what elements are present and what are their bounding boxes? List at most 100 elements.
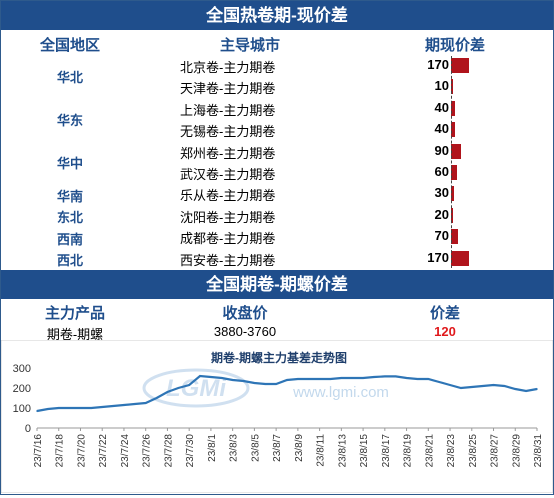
data-point [514, 388, 517, 390]
data-point [155, 397, 158, 399]
spread-number: 170 [427, 249, 449, 265]
data-point [536, 388, 538, 390]
spread-bar [451, 79, 453, 95]
data-point [90, 407, 93, 409]
x-tick-label: 23/7/28 [163, 434, 174, 468]
data-point [57, 407, 60, 409]
spread-number: 90 [434, 142, 449, 158]
data-point [68, 407, 71, 409]
spread-bar [451, 165, 458, 180]
x-tick-label: 23/8/15 [359, 434, 370, 468]
x-tick-label: 23/7/24 [120, 434, 131, 468]
spread-number: 40 [434, 121, 449, 137]
city-name: 西安卷-主力期卷 [180, 252, 276, 268]
x-tick-label: 23/8/1 [207, 434, 218, 462]
city-name: 天津卷-主力期卷 [180, 81, 276, 97]
spread-value: 120 [434, 324, 456, 339]
spread-bar [451, 207, 454, 223]
data-point [503, 385, 506, 387]
chart-border [0, 339, 554, 494]
spread-bar [451, 100, 456, 116]
data-point [307, 378, 310, 380]
data-point [340, 377, 343, 379]
spread-number: 10 [434, 78, 449, 94]
spread-bar [451, 122, 456, 138]
data-point [188, 384, 190, 386]
data-point [47, 408, 49, 410]
spread-bar [451, 186, 455, 202]
spread-bar [451, 250, 469, 266]
data-point [405, 377, 408, 379]
data-point [438, 381, 441, 383]
data-point [79, 407, 82, 409]
data-point [101, 406, 103, 408]
city-name: 乐从卷-主力期卷 [180, 188, 276, 204]
spread-number: 30 [434, 185, 449, 201]
header-spread2: 价差 [429, 305, 460, 322]
city-name: 无锡卷-主力期卷 [180, 124, 276, 140]
x-tick-label: 23/8/3 [229, 434, 240, 462]
data-point [177, 387, 180, 389]
data-point [362, 377, 364, 379]
spread-number: 40 [434, 99, 449, 115]
spread-number: 70 [434, 228, 449, 244]
header-spread: 期现价差 [424, 37, 485, 54]
region-label: 西南 [56, 232, 83, 247]
watermark-url: www.lgmi.com [292, 384, 389, 401]
x-tick-label: 23/8/31 [533, 434, 544, 468]
x-tick-label: 23/7/22 [98, 434, 109, 468]
header-product: 主力产品 [44, 305, 105, 322]
data-point [275, 383, 277, 385]
data-point [112, 405, 114, 407]
x-tick-label: 23/8/21 [424, 434, 435, 468]
x-tick-label: 23/8/13 [337, 434, 348, 468]
y-tick-label: 100 [13, 403, 31, 415]
section1-title: 全国热卷期-现价差 [1, 1, 553, 30]
data-point [231, 379, 234, 381]
region-label: 东北 [56, 210, 83, 225]
x-tick-label: 23/8/11 [316, 434, 327, 467]
spread-number: 20 [434, 206, 449, 222]
x-tick-label: 23/8/25 [468, 434, 479, 468]
region-label: 华中 [56, 156, 83, 171]
bar-axis-line [451, 56, 452, 268]
data-point [384, 375, 386, 378]
data-point [373, 376, 375, 378]
data-point [166, 391, 169, 393]
y-tick-label: 300 [13, 363, 31, 375]
data-point [144, 402, 147, 404]
data-point [351, 377, 354, 379]
data-point [525, 390, 527, 392]
data-point [286, 379, 288, 381]
x-tick-label: 23/8/17 [381, 434, 392, 468]
region-label: 华南 [56, 189, 83, 204]
header-city: 主导城市 [219, 37, 280, 54]
data-point [427, 378, 430, 380]
data-point [221, 377, 223, 379]
x-tick-label: 23/7/26 [142, 434, 153, 468]
product-name: 期卷-期螺 [46, 327, 104, 342]
data-point [199, 375, 201, 377]
data-point [134, 403, 136, 405]
x-tick-label: 23/8/19 [403, 434, 414, 468]
city-name: 武汉卷-主力期卷 [180, 167, 276, 182]
basis-chart-svg: LGMi www.lgmi.com 期卷-期螺主力基差走势图 010020030… [0, 339, 554, 494]
data-point [329, 378, 332, 380]
region-label: 华东 [56, 113, 83, 128]
close-price: 3880-3760 [213, 324, 277, 339]
data-point [481, 385, 484, 387]
x-tick-label: 23/8/5 [250, 434, 261, 462]
city-name: 北京卷-主力期卷 [180, 60, 276, 75]
data-point [449, 384, 451, 386]
region-label: 华北 [56, 70, 83, 85]
spread-number: 170 [427, 57, 449, 72]
data-point [242, 380, 245, 382]
data-point [210, 376, 212, 378]
data-point [253, 382, 256, 384]
section2-title: 全国期卷-期螺价差 [1, 270, 553, 299]
spread-number: 60 [434, 164, 449, 179]
x-tick-label: 23/7/30 [185, 434, 196, 468]
x-tick-label: 23/7/16 [33, 434, 44, 468]
data-point [318, 378, 321, 380]
city-name: 上海卷-主力期卷 [180, 102, 276, 118]
